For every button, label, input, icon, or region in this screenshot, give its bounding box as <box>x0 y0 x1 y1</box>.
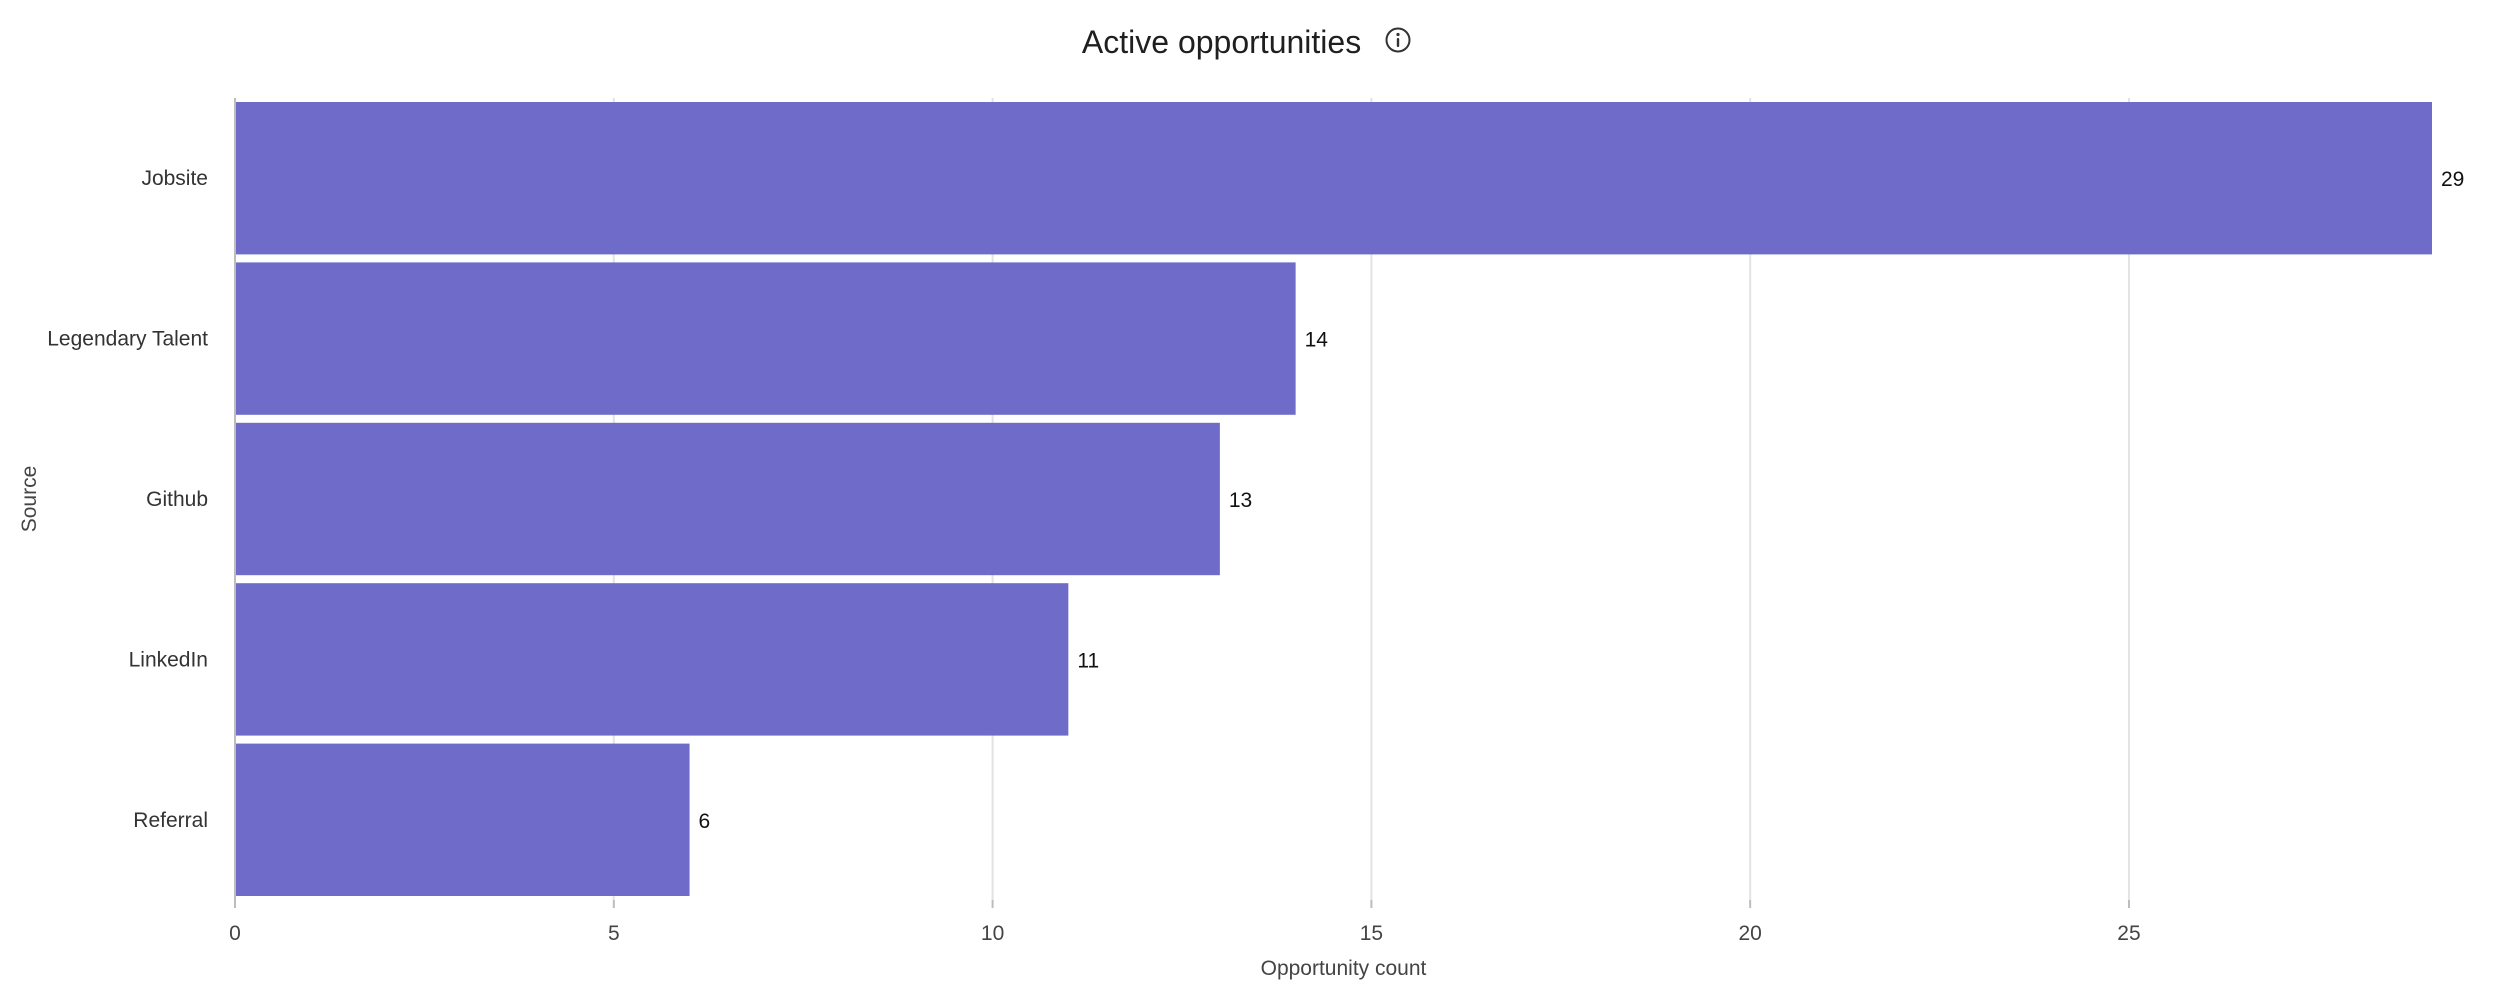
axes <box>234 98 2130 908</box>
bar[interactable] <box>235 743 690 896</box>
bars <box>235 102 2432 896</box>
info-icon[interactable] <box>1384 19 1412 67</box>
x-tick-label: 5 <box>608 922 620 945</box>
category-label: LinkedIn <box>129 648 208 671</box>
data-label: 14 <box>1305 329 1329 352</box>
bar[interactable] <box>235 262 1296 415</box>
category-label: Jobsite <box>141 167 208 190</box>
chart-title: Active opportunities <box>1081 24 1362 60</box>
bar[interactable] <box>235 422 1220 576</box>
category-label: Referral <box>133 809 208 832</box>
chart-title-row: Active opportunities <box>0 18 2494 67</box>
category-label: Legendary Talent <box>47 328 208 351</box>
x-tick-label: 20 <box>1738 922 1761 945</box>
y-axis-title: Source <box>18 466 41 533</box>
data-label: 13 <box>1229 489 1252 512</box>
data-label: 29 <box>2441 168 2464 191</box>
info-icon-graphic <box>1385 27 1411 53</box>
category-label: Github <box>146 488 208 511</box>
x-tick-label: 15 <box>1360 922 1383 945</box>
bar[interactable] <box>235 102 2432 255</box>
x-tick-label: 0 <box>229 922 241 945</box>
labels: 0 5 10 15 20 25 Jobsite 29 Legendary Talent 14 Git… <box>18 167 2464 980</box>
x-axis-title: Opportunity count <box>1261 957 1427 980</box>
bar[interactable] <box>235 583 1069 736</box>
data-label: 11 <box>1077 649 1099 672</box>
x-tick-label: 25 <box>2117 922 2140 945</box>
x-tick-label: 10 <box>981 922 1004 945</box>
data-label: 6 <box>699 810 711 833</box>
